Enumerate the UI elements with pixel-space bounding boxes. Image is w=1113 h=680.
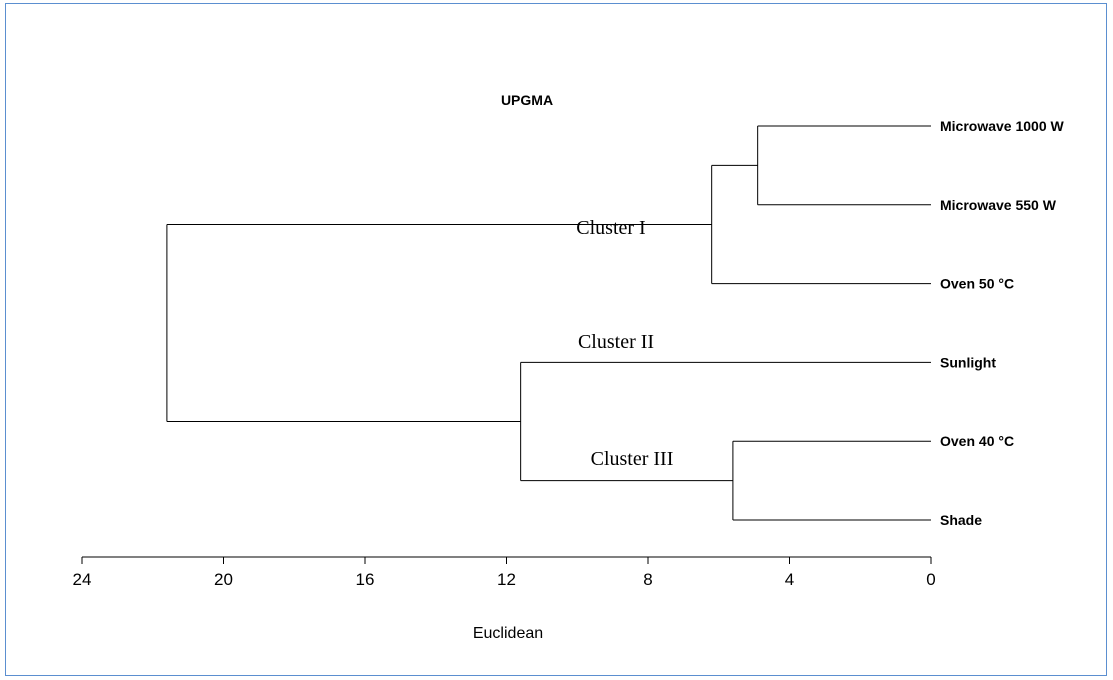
cluster-labels: Cluster I Cluster II Cluster III [576,217,673,470]
leaf-label-shade: Shade [940,512,982,528]
x-tick-label-20: 20 [214,570,233,589]
figure-frame [5,3,1107,676]
x-tick-label-16: 16 [356,570,375,589]
dendrogram-branches [166,125,931,521]
x-tick-label-8: 8 [643,570,652,589]
cluster-label-2: Cluster II [578,331,654,353]
chart-title: UPGMA [501,92,553,108]
leaf-label-mw550: Microwave 550 W [940,197,1057,213]
leaf-labels: Microwave 1000 W Microwave 550 W Oven 50 °… [940,118,1065,528]
leaf-label-mw1000: Microwave 1000 W [940,118,1065,134]
x-tick-label-0: 0 [926,570,935,589]
x-axis: 24 20 16 12 8 4 0 [73,556,936,589]
x-tick-label-24: 24 [73,570,92,589]
leaf-label-sun: Sunlight [940,354,996,370]
x-axis-title: Euclidean [473,625,543,642]
x-tick-label-4: 4 [785,570,794,589]
x-tick-label-12: 12 [497,570,516,589]
leaf-label-oven50: Oven 50 °C [940,276,1014,292]
cluster-label-3: Cluster III [591,448,674,470]
cluster-label-1: Cluster I [576,217,645,239]
leaf-label-oven40: Oven 40 °C [940,433,1014,449]
